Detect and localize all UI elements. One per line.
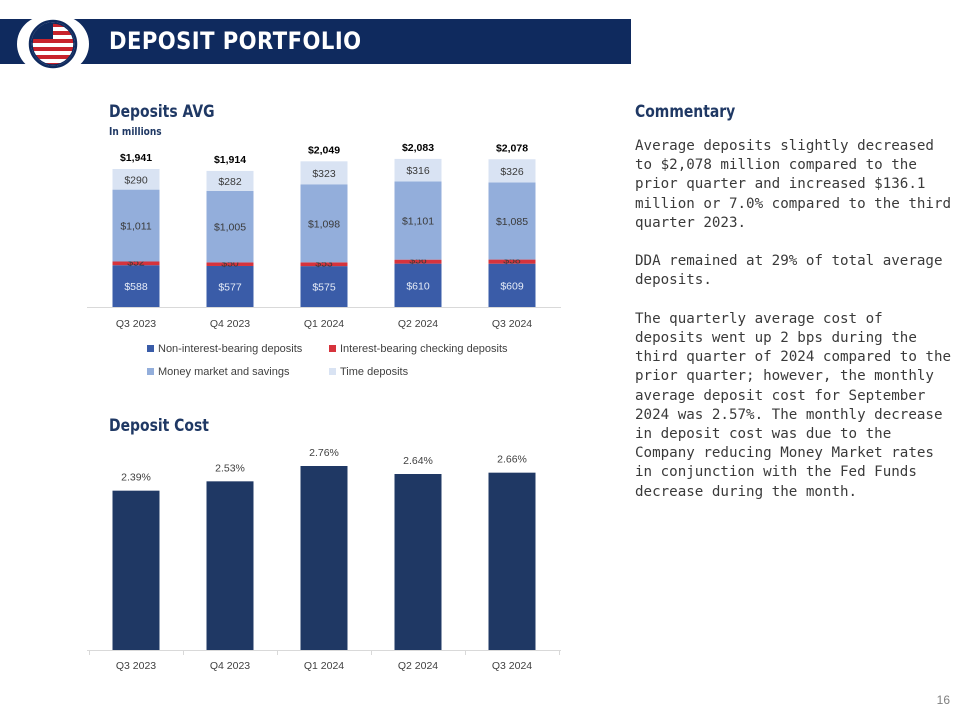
data-label: $1,011 (120, 221, 151, 233)
commentary-body: Average deposits slightly decreased to $… (635, 137, 957, 521)
legend-label: Time deposits (340, 366, 409, 378)
legend-swatch (147, 345, 154, 352)
data-label: $1,085 (496, 216, 528, 228)
data-label: 2.76% (309, 447, 339, 459)
bar-segment (112, 261, 160, 266)
total-label: $1,914 (214, 154, 246, 166)
data-label: $575 (312, 282, 336, 294)
data-label: 2.64% (403, 455, 433, 467)
bar-segment (300, 266, 348, 307)
legend-item-time-deposits: Time deposits (329, 366, 408, 378)
legend-item-non-interest: Non-interest-bearing deposits (147, 343, 302, 355)
bar-segment (112, 265, 160, 307)
commentary-paragraph: The quarterly average cost of deposits w… (635, 310, 952, 500)
legend-label: Money market and savings (158, 366, 290, 378)
x-tick-label: Q2 2024 (398, 318, 438, 330)
header-bar: DEPOSIT PORTFOLIO (0, 19, 631, 64)
bar-segment (300, 184, 348, 263)
total-label: $2,078 (496, 142, 528, 154)
data-label: $610 (406, 280, 430, 292)
bar-segment (112, 189, 160, 262)
page-title: DEPOSIT PORTFOLIO (109, 27, 362, 55)
deposits-chart-subtitle: In millions (109, 125, 162, 138)
bar-segment (206, 190, 254, 263)
legend-item-money-market: Money market and savings (147, 366, 289, 378)
bar-segment (300, 262, 348, 267)
x-tick-label: Q3 2024 (492, 318, 532, 330)
commentary-title: Commentary (635, 102, 736, 122)
bar-segment (488, 159, 536, 183)
data-label: $577 (218, 281, 242, 293)
cost-bar (206, 481, 254, 650)
x-tick-label: Q1 2024 (304, 318, 344, 330)
bar-segment (394, 263, 442, 307)
logo (17, 16, 89, 72)
data-label: $609 (500, 280, 524, 292)
data-label: $323 (312, 168, 336, 180)
x-tick-label: Q2 2024 (398, 660, 438, 672)
bar-segment (206, 262, 254, 266)
data-label: $282 (218, 176, 242, 188)
x-tick-label: Q4 2023 (210, 318, 250, 330)
cost-bar (394, 474, 442, 650)
data-label: $1,005 (214, 222, 246, 234)
total-label: $1,941 (120, 152, 152, 164)
data-label: $290 (124, 174, 148, 186)
legend-label: Non-interest-bearing deposits (158, 343, 303, 355)
commentary-paragraph: Average deposits slightly decreased to $… (635, 138, 952, 231)
x-tick-label: Q3 2023 (116, 318, 156, 330)
x-tick-label: Q1 2024 (304, 660, 344, 672)
legend-swatch (329, 368, 336, 375)
cost-bar (300, 466, 348, 650)
data-label: 2.39% (121, 472, 151, 484)
legend-swatch (147, 368, 154, 375)
deposits-chart-title: Deposits AVG (109, 102, 215, 122)
bar-segment (206, 170, 254, 191)
bar-segment (488, 263, 536, 307)
cost-bar (112, 490, 160, 650)
flag-globe-icon (28, 19, 78, 69)
cost-chart-title: Deposit Cost (109, 416, 209, 436)
bar-segment (488, 182, 536, 260)
cost-bar (488, 472, 536, 650)
bar-segment (206, 265, 254, 307)
legend-label: Interest-bearing checking deposits (340, 343, 508, 355)
page-number: 16 (936, 693, 950, 707)
total-label: $2,049 (308, 144, 340, 156)
data-label: $588 (124, 281, 148, 293)
bar-segment (394, 259, 442, 264)
bar-segment (488, 259, 536, 264)
data-label: $1,098 (308, 218, 340, 230)
data-label: $316 (406, 165, 430, 177)
data-label: $326 (500, 166, 524, 178)
data-label: 2.53% (215, 462, 245, 474)
total-label: $2,083 (402, 142, 434, 154)
data-label: 2.66% (497, 454, 527, 466)
bar-segment (300, 161, 348, 185)
legend-item-interest-checking: Interest-bearing checking deposits (329, 343, 508, 355)
bar-segment (394, 158, 442, 182)
legend-swatch (329, 345, 336, 352)
bar-segment (394, 181, 442, 260)
bar-segment (112, 169, 160, 190)
data-label: $1,101 (402, 216, 434, 228)
x-tick-label: Q4 2023 (210, 660, 250, 672)
x-tick-label: Q3 2023 (116, 660, 156, 672)
commentary-paragraph: DDA remained at 29% of total average dep… (635, 253, 943, 289)
x-tick-label: Q3 2024 (492, 660, 532, 672)
